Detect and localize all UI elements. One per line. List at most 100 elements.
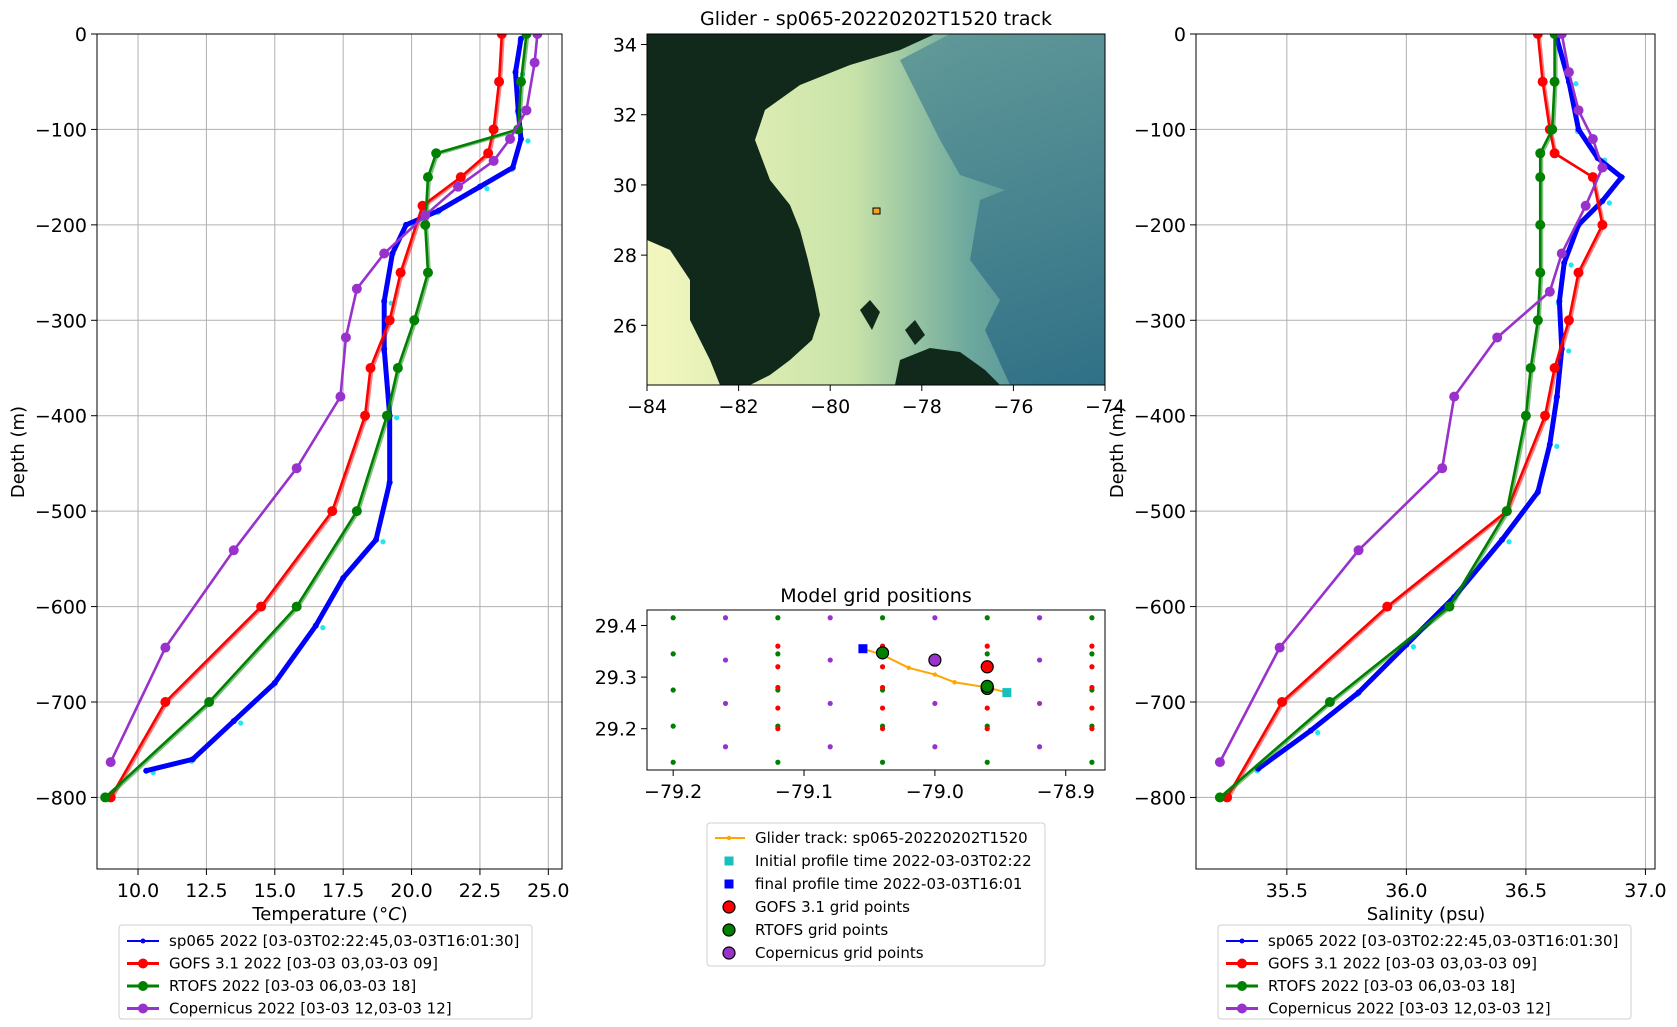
temp-series-1-marker-10 <box>327 506 338 517</box>
temp-series-0-marker-6 <box>435 207 442 214</box>
temp-series-0-marker-17 <box>230 718 237 725</box>
gofs-grid-dot <box>1089 705 1095 711</box>
temp-series-1-shadow <box>111 34 505 799</box>
gofs-grid-dot <box>1089 684 1095 691</box>
grid-xtick-label-1: −79.1 <box>775 781 833 803</box>
rtofs-grid-dot <box>879 759 886 765</box>
land-us <box>647 34 935 385</box>
gofs-grid-dot <box>775 726 781 732</box>
sal-series-3-marker-2 <box>1573 105 1584 116</box>
copernicus-grid-dot <box>1036 744 1043 750</box>
map-panel: Glider - sp065-20220202T1520 track −84 −8… <box>613 8 1125 418</box>
temp-ytick-label-7: −700 <box>35 692 87 714</box>
sal-series-1-marker-4 <box>1587 172 1598 183</box>
gofs-grid-dot <box>775 664 781 670</box>
temp-legend-marker-1 <box>138 958 148 969</box>
grid-legend-label-3: GOFS 3.1 grid points <box>755 898 910 916</box>
copernicus-grid-dot <box>722 657 729 663</box>
temp-series-1-marker-8 <box>365 363 376 373</box>
sal-series-3-marker-12 <box>1274 642 1285 653</box>
temp-series-1-marker-6 <box>395 267 406 278</box>
temperature-series <box>100 34 543 803</box>
temp-series-1-marker-12 <box>160 697 171 707</box>
map-xtick-label-5: −74 <box>1085 396 1125 418</box>
grid-legend-marker-3 <box>722 900 736 914</box>
grid-positions-panel: Model grid positions −79.2 −79.1 −79.0 −78.… <box>595 585 1106 967</box>
temp-series-2-marker-11 <box>291 601 302 612</box>
sal-series-2-marker-12 <box>1324 697 1335 707</box>
sal-series-2-marker-7 <box>1532 315 1543 326</box>
grid-xtick-label-3: −78.9 <box>1037 781 1095 803</box>
temp-xtick-label-0: 10.0 <box>117 880 159 902</box>
temp-series-0-marker-15 <box>312 622 319 629</box>
map-xtick-label-4: −76 <box>993 396 1033 418</box>
temperature-ylabel: Depth (m) <box>8 406 29 498</box>
temp-series-2-marker-6 <box>422 267 433 278</box>
temp-series-0-marker-1 <box>512 69 519 76</box>
copernicus-grid-dot <box>827 700 833 707</box>
copernicus-grid-dot <box>932 700 938 707</box>
sal-series-3-marker-13 <box>1214 757 1225 768</box>
gofs-grid-dot <box>1089 643 1095 649</box>
sal-series-1-marker-5 <box>1597 219 1608 230</box>
sal-series-0-marker-17 <box>1307 727 1314 734</box>
glider-track-point-2 <box>906 665 911 671</box>
temp-series-0-marker-12 <box>386 479 393 486</box>
gofs-grid-dot <box>775 643 781 649</box>
sal-series-1-marker-8 <box>1549 363 1560 373</box>
copernicus-grid-dot <box>722 615 729 621</box>
copernicus-grid-dot <box>1036 700 1043 707</box>
grid-legend-label-2: final profile time 2022-03-03T16:01 <box>755 875 1022 893</box>
map-title: Glider - sp065-20220202T1520 track <box>700 8 1052 30</box>
copernicus-grid-dot <box>827 657 833 663</box>
temp-ytick-label-2: −200 <box>35 215 87 237</box>
temp-series-2-marker-7 <box>409 315 420 326</box>
temp-series-1-marker-2 <box>488 124 499 135</box>
temp-series-0-marker-19 <box>143 767 150 774</box>
temp-glider-cyan-point <box>525 138 531 144</box>
grid-legend-label-5: Copernicus grid points <box>755 944 924 962</box>
temperature-profile-panel: 10.0 12.5 15.0 17.5 20.0 22.5 25.0 0 −100 −200 −30… <box>8 24 569 1020</box>
temp-legend-marker-3 <box>138 1003 148 1014</box>
sal-series-0-line <box>1256 38 1626 771</box>
sal-series-2-marker-11 <box>1444 601 1455 612</box>
temp-series-3-marker-9 <box>340 332 351 343</box>
rtofs-grid-dot <box>670 615 676 621</box>
sal-series-1-marker-7 <box>1563 315 1574 326</box>
gofs-grid-dot <box>879 664 886 670</box>
rtofs-grid-dot <box>1089 615 1095 621</box>
sal-series-3-marker-3 <box>1587 133 1598 144</box>
temp-series-0-line <box>145 38 524 774</box>
sal-series-0-marker-5 <box>1599 198 1606 204</box>
gofs-grid-dot <box>879 684 886 691</box>
salinity-xlabel: Salinity (psu) <box>1367 904 1486 925</box>
sal-glider-cyan-point <box>1606 200 1613 206</box>
temperature-xlabel: Temperature (°C) <box>251 904 407 925</box>
temp-ytick-label-3: −300 <box>35 310 87 332</box>
temp-series-2-marker-9 <box>381 410 392 421</box>
temp-series-0-marker-16 <box>271 679 278 686</box>
temp-series-3-marker-12 <box>228 545 239 556</box>
temp-series-3-marker-3 <box>505 133 516 144</box>
sal-series-2-marker-1 <box>1549 76 1560 87</box>
grid-ytick-label-1: 29.3 <box>595 667 637 689</box>
sal-ytick-label-1: −100 <box>1134 119 1186 141</box>
rtofs-grid-dot <box>879 615 886 621</box>
copernicus-grid-dot <box>827 744 833 750</box>
sal-series-0-marker-4 <box>1618 174 1625 181</box>
sal-legend-marker-1 <box>1237 958 1247 969</box>
temp-series-2-marker-0 <box>521 34 532 39</box>
temp-series-0-marker-10 <box>381 345 388 352</box>
temp-series-1-marker-3 <box>483 148 494 159</box>
gofs-grid-dot <box>984 705 990 711</box>
copernicus-grid-dot <box>827 615 833 621</box>
temp-legend-box <box>118 924 533 1020</box>
temp-series-0-marker-14 <box>340 574 347 581</box>
temp-series-0-marker-8 <box>389 250 396 257</box>
sal-series-0-marker-13 <box>1499 536 1505 543</box>
grid-legend-box <box>706 822 1046 967</box>
sal-xtick-label-3: 37.0 <box>1624 880 1666 902</box>
sal-series-2-marker-2 <box>1547 124 1558 135</box>
sal-ytick-label-4: −400 <box>1134 406 1186 428</box>
